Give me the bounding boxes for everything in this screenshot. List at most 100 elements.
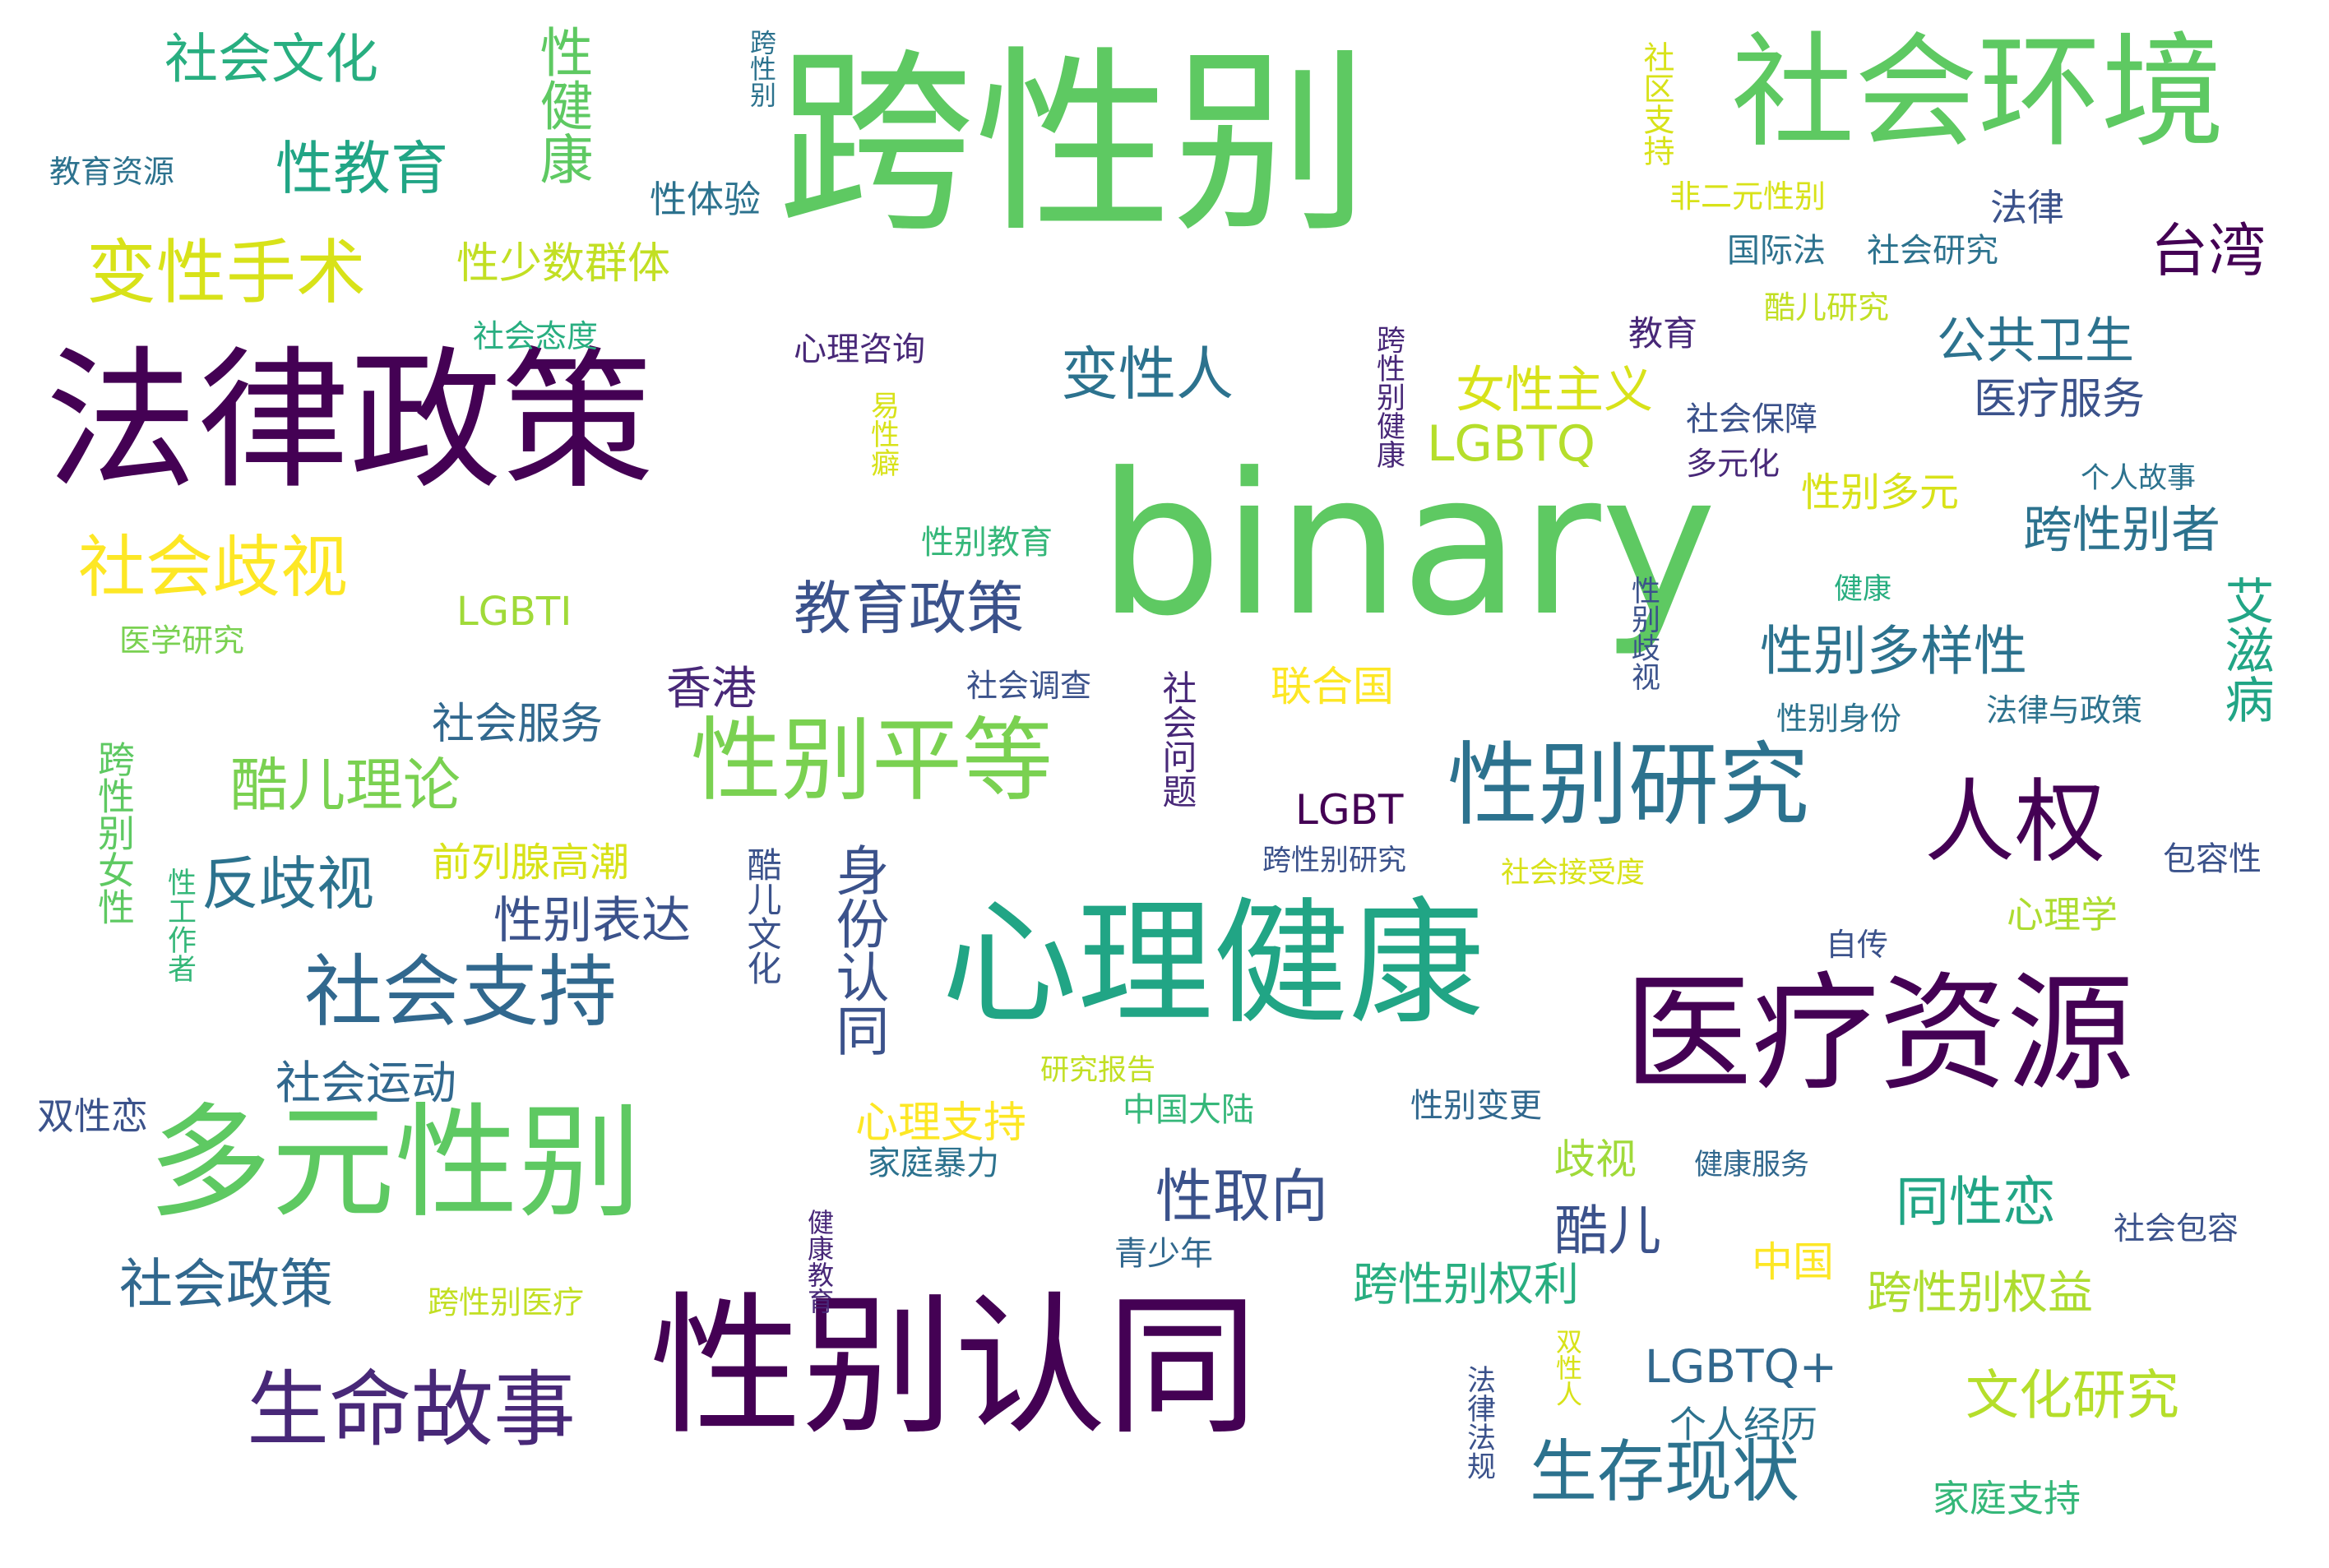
word-14: 社会歧视 [78,529,349,607]
word-78: 社会接受度 [1501,857,1646,890]
word-97: 跨性别医疗 [428,1284,585,1321]
word-40: 跨性别权益 [1867,1266,2094,1319]
word-65: 教育 [1628,313,1698,354]
word-16: 身份认同 [826,843,888,1057]
word-83: 性别身份 [1776,701,1902,737]
word-33: LGBTQ [1427,415,1595,473]
word-12: 社会支持 [304,947,618,1038]
word-13: 变性手术 [86,233,367,314]
word-39: 跨性别权利 [1353,1258,1580,1311]
word-0: 跨性别 [777,29,1370,259]
word-67: 多元化 [1686,446,1780,482]
word-6: 社会环境 [1731,21,2225,164]
word-84: 性别歧视 [1627,576,1660,691]
word-72: 青少年 [1114,1235,1213,1273]
word-49: 性别多元 [1801,469,1960,516]
word-19: 教育政策 [794,575,1024,642]
word-52: 社会问题 [1157,670,1197,808]
word-24: 性健康 [530,25,592,185]
word-4: 心理健康 [942,885,1484,1043]
word-88: 易性癖 [866,391,899,477]
word-51: 酷儿文化 [742,847,782,985]
word-61: 社会研究 [1867,232,1998,270]
word-64: 酷儿研究 [1764,289,1890,326]
word-53: 歧视 [1554,1136,1637,1183]
word-54: 中国 [1752,1238,1834,1286]
word-26: 反歧视 [201,850,374,918]
word-15: 生存现状 [1530,1433,1800,1511]
word-45: LGBT [1295,786,1404,834]
word-10: 人权 [1924,770,2105,875]
word-95: 性工作者 [163,867,196,983]
word-43: 香港 [666,662,757,715]
word-11: 生命故事 [247,1362,576,1458]
word-98: 法律法规 [1462,1365,1495,1480]
word-75: 性别变更 [1410,1087,1542,1125]
word-5: 医疗资源 [1624,960,2134,1108]
word-27: 社会政策 [119,1254,334,1316]
word-42: 医疗服务 [1974,375,2146,424]
word-70: 社会调查 [966,668,1092,704]
word-2: 法律政策 [45,332,654,510]
word-32: LGBTQ+ [1645,1340,1837,1393]
word-91: 社会态度 [473,318,599,354]
word-9: 性别研究 [1447,733,1809,838]
word-87: 跨性别健康 [1372,325,1405,469]
word-1: binary [1098,432,1717,659]
word-37: 性别表达 [493,892,691,950]
word-94: 双性恋 [37,1094,149,1138]
word-21: 性别多样性 [1760,621,2028,682]
word-90: 医学研究 [119,622,245,659]
word-86: 个人故事 [2081,462,2197,495]
word-82: 法律与政策 [1986,692,2143,728]
word-41: 性少数群体 [456,239,671,289]
word-66: 社会保障 [1686,400,1817,438]
word-69: 性别教育 [921,524,1053,562]
word-92: 教育资源 [49,154,175,190]
word-81: 包容性 [2163,840,2262,878]
word-93: 跨性别 [746,29,777,108]
word-46: 社会服务 [432,700,604,749]
word-3: 性别认同 [650,1278,1258,1455]
word-50: 跨性别女性 [91,740,135,925]
word-76: 健康服务 [1694,1149,1810,1182]
word-96: 健康教育 [803,1209,835,1314]
word-59: 法律 [1990,186,2065,229]
word-29: 酷儿 [1554,1200,1662,1262]
word-23: 社会文化 [164,29,379,90]
word-36: 艾滋病 [2216,576,2274,724]
word-7: 多元性别 [148,1092,642,1235]
word-28: 性取向 [1155,1163,1328,1230]
word-35: 女性主义 [1456,362,1653,419]
word-80: 社会包容 [2114,1210,2239,1247]
word-79: 自传 [1826,927,1889,963]
word-25: 酷儿理论 [230,752,461,819]
word-22: 台湾 [2151,217,2266,284]
word-77: 跨性别研究 [1262,844,1407,877]
word-99: 双性人 [1552,1328,1583,1407]
word-85: 健康 [1834,573,1892,606]
word-38: 社会运动 [275,1057,457,1109]
word-57: 个人经历 [1669,1403,1818,1446]
word-20: 跨性别者 [2023,502,2220,559]
word-48: 前列腺高潮 [432,840,630,886]
word-55: 心理学 [2007,893,2118,937]
word-30: 同性恋 [1896,1172,2057,1233]
word-47: 心理支持 [855,1099,1027,1148]
word-31: 文化研究 [1966,1365,2180,1427]
word-68: 心理咨询 [794,331,925,368]
word-73: 中国大陆 [1123,1091,1254,1129]
word-62: 非二元性别 [1669,178,1827,215]
word-8: 性别平等 [691,708,1053,813]
word-89: LGBTI [456,589,572,635]
word-71: 家庭暴力 [868,1145,999,1182]
word-34: 公共卫生 [1937,312,2134,370]
word-18: 性教育 [275,135,448,202]
word-44: 联合国 [1271,663,1394,710]
word-58: 性体验 [650,178,762,221]
word-60: 国际法 [1727,232,1826,270]
word-74: 研究报告 [1040,1054,1156,1087]
word-63: 社区支持 [1638,41,1674,166]
word-17: 变性人 [1061,340,1234,408]
